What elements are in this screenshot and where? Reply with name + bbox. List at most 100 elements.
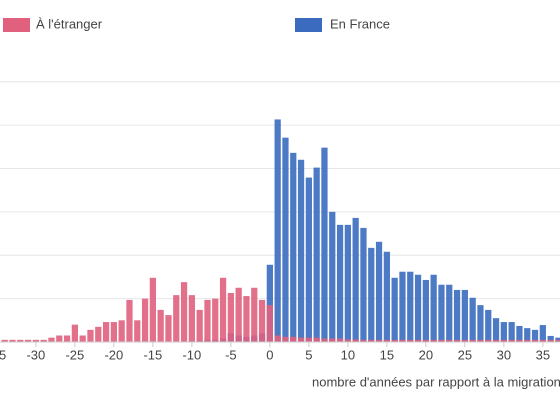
bar	[204, 299, 211, 342]
bar	[336, 224, 344, 342]
bar	[531, 339, 539, 342]
x-tick-label: -30	[26, 347, 45, 362]
x-tick-label: 10	[341, 347, 355, 362]
bar	[352, 217, 359, 342]
bar	[321, 338, 328, 342]
bar	[274, 335, 281, 342]
bar	[414, 339, 422, 342]
bar	[17, 339, 24, 342]
bar	[375, 241, 383, 342]
bar	[422, 339, 429, 342]
bar	[391, 277, 398, 342]
bar	[63, 335, 71, 342]
bar	[235, 287, 242, 342]
x-tick-label: 25	[458, 347, 472, 362]
bar	[24, 339, 32, 342]
legend-swatch	[295, 18, 322, 32]
bar	[539, 325, 546, 342]
bar	[266, 264, 273, 342]
bar	[118, 320, 125, 342]
x-tick-label: -20	[104, 347, 123, 362]
bar	[40, 339, 47, 342]
x-tick-label: 35	[536, 347, 550, 362]
bar	[212, 298, 219, 342]
bar	[313, 337, 320, 342]
bar	[282, 336, 289, 342]
bar	[243, 296, 250, 342]
bar	[297, 337, 305, 342]
bar	[492, 318, 500, 342]
bar	[500, 339, 507, 342]
x-tick-label: 5	[305, 347, 312, 362]
bar	[524, 339, 531, 342]
bar	[469, 297, 476, 342]
bar	[188, 295, 195, 342]
bar	[9, 339, 16, 342]
bar	[329, 338, 336, 342]
bar	[344, 224, 351, 342]
bar	[274, 119, 281, 342]
bar	[430, 339, 437, 342]
x-tick-label: -5	[225, 347, 237, 362]
bar	[360, 339, 367, 342]
bar	[32, 339, 39, 342]
bar	[407, 339, 414, 342]
bar	[407, 271, 414, 342]
bar	[95, 326, 102, 342]
bar	[438, 339, 445, 342]
bar	[48, 337, 55, 342]
bar	[391, 339, 398, 342]
bar	[352, 339, 359, 342]
bar	[375, 339, 383, 342]
bar	[149, 277, 156, 342]
bar	[531, 329, 539, 342]
bar	[196, 309, 203, 342]
bar	[102, 322, 110, 342]
bar	[492, 339, 500, 342]
bar	[266, 305, 273, 342]
bar	[282, 137, 289, 342]
bar	[134, 320, 141, 342]
bar	[430, 274, 437, 342]
bar	[539, 339, 546, 342]
x-tick-label: 20	[419, 347, 433, 362]
bar	[368, 247, 375, 342]
bar	[157, 309, 164, 342]
bar	[165, 315, 172, 342]
x-tick-label: -15	[143, 347, 162, 362]
bar	[516, 325, 523, 342]
bar	[71, 324, 78, 342]
bar	[485, 339, 492, 342]
bar	[477, 339, 484, 342]
bar	[56, 335, 63, 342]
bar	[368, 339, 375, 342]
bar	[258, 299, 266, 342]
bar	[321, 147, 328, 342]
bar	[414, 274, 422, 342]
bar	[446, 284, 453, 342]
bar	[313, 167, 320, 342]
bar	[555, 337, 560, 342]
bar	[438, 284, 445, 342]
bar	[290, 152, 297, 342]
bar	[469, 339, 476, 342]
bar	[297, 159, 305, 342]
legend-swatch	[3, 18, 30, 32]
bar	[555, 339, 560, 342]
bar	[173, 295, 180, 342]
legend-label: À l'étranger	[36, 16, 103, 31]
bar	[79, 335, 86, 342]
bar	[453, 289, 461, 342]
bar	[446, 339, 453, 342]
bar	[227, 292, 234, 342]
bar	[453, 339, 461, 342]
x-tick-label: 15	[380, 347, 394, 362]
legend-label: En France	[330, 16, 390, 31]
bar	[110, 322, 117, 342]
bar	[524, 328, 531, 342]
bar	[126, 299, 133, 342]
bar	[219, 277, 227, 342]
bar	[87, 329, 94, 342]
bar	[360, 227, 367, 342]
